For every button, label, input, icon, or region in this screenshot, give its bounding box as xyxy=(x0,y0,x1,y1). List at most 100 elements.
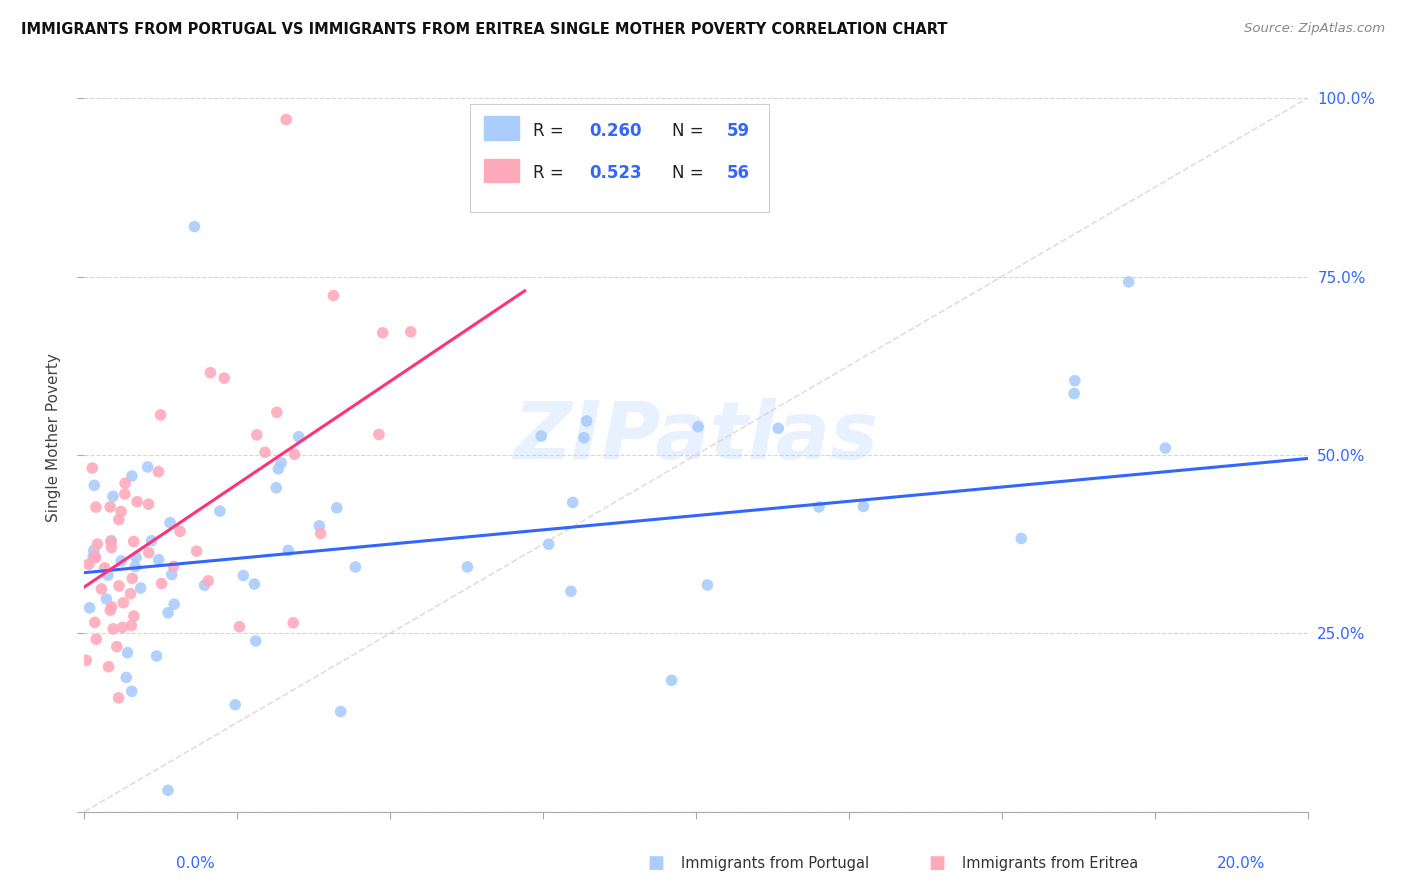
Point xyxy=(84,550,107,565)
Point xyxy=(150,576,173,591)
Point xyxy=(75,653,97,667)
Point xyxy=(86,537,108,551)
Point xyxy=(82,461,104,475)
Text: IMMIGRANTS FROM PORTUGAL VS IMMIGRANTS FROM ERITREA SINGLE MOTHER POVERTY CORREL: IMMIGRANTS FROM PORTUGAL VS IMMIGRANTS F… xyxy=(21,22,948,37)
Point xyxy=(322,288,344,302)
Text: N =: N = xyxy=(672,164,709,182)
Point xyxy=(575,414,598,428)
Point xyxy=(1063,374,1085,388)
Text: Immigrants from Eritrea: Immigrants from Eritrea xyxy=(962,856,1139,871)
Point xyxy=(77,558,100,572)
Point xyxy=(121,684,143,698)
Text: 59: 59 xyxy=(727,121,749,140)
Point xyxy=(228,620,250,634)
Point xyxy=(232,568,254,582)
Point xyxy=(768,421,790,435)
Point xyxy=(277,543,299,558)
Point xyxy=(276,112,298,127)
Point xyxy=(159,516,181,530)
Point xyxy=(169,524,191,539)
Point xyxy=(124,559,146,574)
Point xyxy=(110,554,132,568)
Point xyxy=(117,646,139,660)
Point xyxy=(537,537,560,551)
Point xyxy=(121,571,143,585)
Point xyxy=(114,487,136,501)
Point xyxy=(100,541,122,555)
Point xyxy=(264,481,287,495)
Text: N =: N = xyxy=(672,121,709,140)
Point xyxy=(149,408,172,422)
Point xyxy=(344,560,367,574)
Point xyxy=(96,591,118,606)
Text: Source: ZipAtlas.com: Source: ZipAtlas.com xyxy=(1244,22,1385,36)
Point xyxy=(145,648,167,663)
Point xyxy=(82,549,104,564)
Point xyxy=(325,500,347,515)
Point xyxy=(530,429,553,443)
Point xyxy=(661,673,683,688)
Point xyxy=(212,371,235,385)
Point xyxy=(1063,386,1085,401)
Point xyxy=(183,219,205,234)
Point xyxy=(138,497,160,511)
Point xyxy=(399,325,422,339)
Point xyxy=(114,476,136,491)
Point xyxy=(136,460,159,475)
Point xyxy=(105,640,128,654)
Point xyxy=(90,582,112,596)
Point xyxy=(83,549,105,563)
Point xyxy=(100,533,122,548)
Point xyxy=(807,500,830,514)
Point xyxy=(163,597,186,611)
Point xyxy=(120,618,142,632)
Point xyxy=(103,622,125,636)
Text: R =: R = xyxy=(533,121,569,140)
Point xyxy=(83,543,105,558)
Point xyxy=(696,578,718,592)
Point xyxy=(110,504,132,518)
Point xyxy=(97,568,120,582)
Point xyxy=(79,600,101,615)
Point xyxy=(224,698,246,712)
Point xyxy=(572,431,595,445)
Point xyxy=(243,577,266,591)
Point xyxy=(561,495,583,509)
Text: 0.260: 0.260 xyxy=(589,121,643,140)
Point xyxy=(368,427,391,442)
Point xyxy=(309,526,332,541)
Point xyxy=(194,578,217,592)
Point xyxy=(1118,275,1140,289)
Text: 56: 56 xyxy=(727,164,749,182)
Y-axis label: Single Mother Poverty: Single Mother Poverty xyxy=(46,352,62,522)
Point xyxy=(138,546,160,560)
Point xyxy=(1154,441,1177,455)
Text: Immigrants from Portugal: Immigrants from Portugal xyxy=(681,856,869,871)
Point xyxy=(852,500,875,514)
Bar xyxy=(484,117,519,140)
Point xyxy=(283,447,305,461)
Point xyxy=(253,445,276,459)
Text: ZIPatlas: ZIPatlas xyxy=(513,398,879,476)
Point xyxy=(84,632,107,647)
Point xyxy=(245,634,267,648)
Point xyxy=(266,405,288,419)
Point xyxy=(97,659,120,673)
FancyBboxPatch shape xyxy=(470,103,769,212)
Point xyxy=(246,428,269,442)
Text: R =: R = xyxy=(533,164,569,182)
Point xyxy=(148,552,170,566)
Point xyxy=(283,615,305,630)
Point xyxy=(186,544,208,558)
Point xyxy=(93,561,115,575)
Text: ■: ■ xyxy=(647,855,664,872)
Point xyxy=(120,587,142,601)
Point xyxy=(197,574,219,588)
Point xyxy=(100,599,122,614)
Point xyxy=(267,462,290,476)
Text: 20.0%: 20.0% xyxy=(1218,856,1265,871)
Point xyxy=(371,326,394,340)
Point xyxy=(129,581,152,595)
Point xyxy=(115,670,138,684)
Point xyxy=(162,559,184,574)
